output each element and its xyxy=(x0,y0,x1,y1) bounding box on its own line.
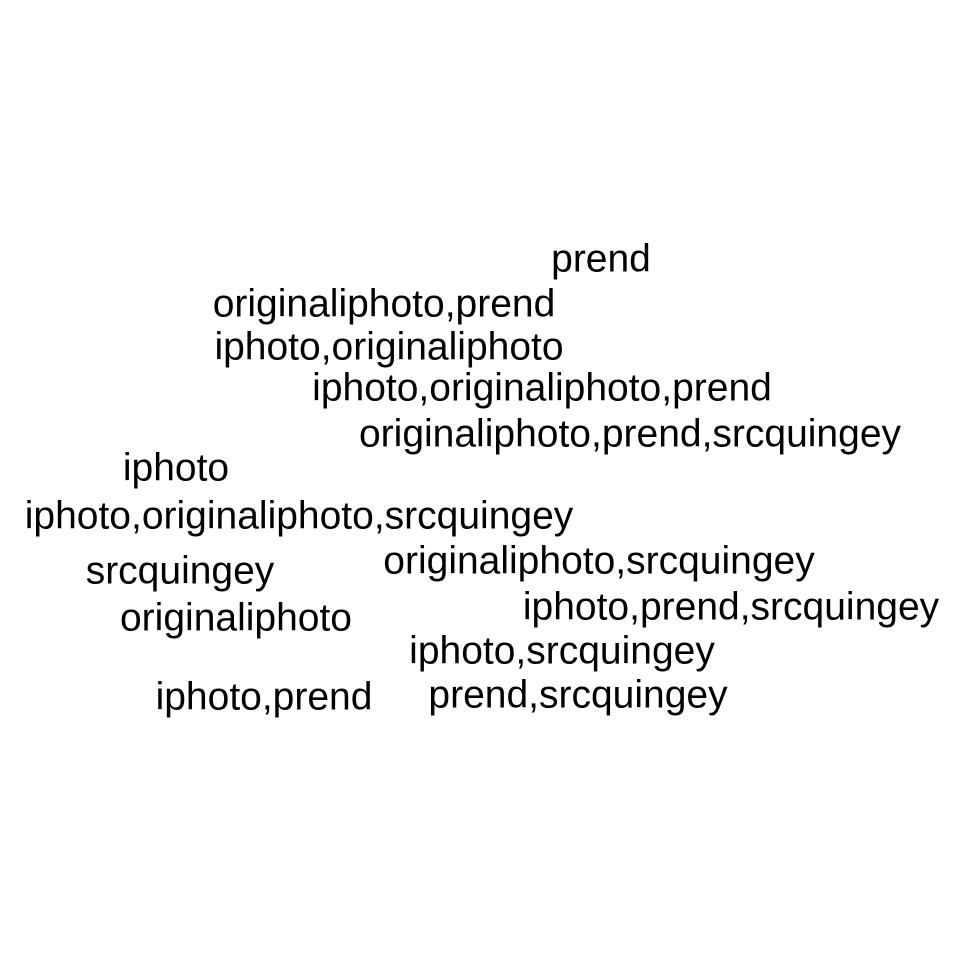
label-prend: prend xyxy=(551,237,651,281)
label-prend-srcquingey: prend,srcquingey xyxy=(428,673,728,717)
label-iphoto-srcquingey: iphoto,srcquingey xyxy=(409,629,715,673)
label-originaliphoto: originaliphoto xyxy=(119,596,353,640)
label-originaliphoto-prend: originaliphoto,prend xyxy=(212,282,556,326)
label-originaliphoto-prend-srcquingey: originaliphoto,prend,srcquingey xyxy=(358,412,902,456)
label-srcquingey: srcquingey xyxy=(85,549,275,593)
label-iphoto-prend: iphoto,prend xyxy=(155,675,373,719)
label-iphoto-prend-srcquingey: iphoto,prend,srcquingey xyxy=(522,585,940,629)
label-originaliphoto-srcquingey: originaliphoto,srcquingey xyxy=(383,539,815,583)
label-iphoto-originaliphoto: iphoto,originaliphoto xyxy=(214,325,564,369)
label-iphoto-originaliphoto-srcquingey: iphoto,originaliphoto,srcquingey xyxy=(24,494,574,538)
label-iphoto: iphoto xyxy=(122,446,230,490)
label-iphoto-originaliphoto-prend: iphoto,originaliphoto,prend xyxy=(312,366,772,410)
